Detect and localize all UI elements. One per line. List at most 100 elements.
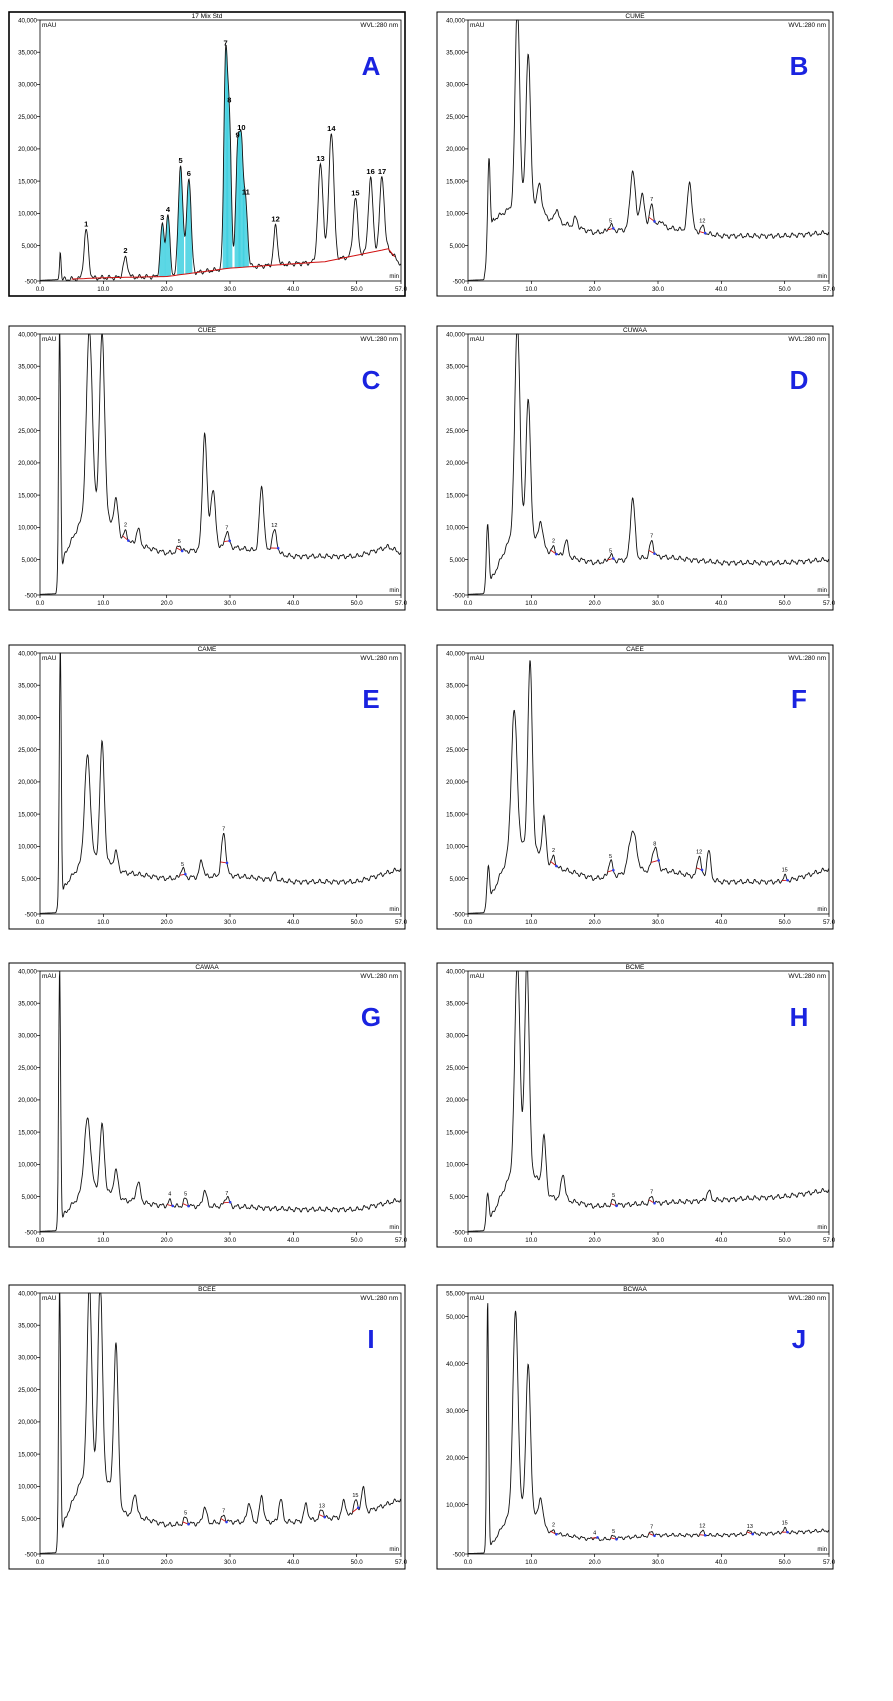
y-tick-label: 15,000	[446, 492, 465, 499]
x-tick-label: 40.0	[715, 1237, 728, 1244]
y-tick-label: 40,000	[446, 968, 465, 975]
peak-marker	[228, 1200, 232, 1204]
x-tick-label: 57.0	[395, 286, 408, 293]
y-tick-label: 15,000	[18, 178, 37, 185]
peak-marker	[171, 1204, 174, 1208]
peak-label: 7	[650, 533, 653, 539]
peak-label: 5	[609, 854, 612, 860]
x-tick-label: 57.0	[395, 600, 408, 607]
peak-area	[177, 165, 185, 276]
y-tick-label: 35,000	[446, 50, 465, 57]
y-tick-label: 30,000	[18, 396, 37, 403]
panel-letter: I	[367, 1324, 374, 1354]
y-tick-label: 40,000	[446, 17, 465, 24]
x-tick-label: 10.0	[525, 1237, 538, 1244]
x-tick-label: 20.0	[589, 919, 602, 926]
chart-title: 17 Mix Std	[192, 13, 223, 20]
x-tick-label: 30.0	[652, 1559, 665, 1566]
panel-letter: G	[361, 1002, 381, 1032]
chart-panel-d: CUWAA WVL:280 nm mAU min -500 5,000 10,000 15,0…	[436, 325, 836, 611]
x-tick-label: 40.0	[287, 600, 300, 607]
peak-label: 8	[227, 95, 231, 104]
y-tick-label: 40,000	[446, 650, 465, 657]
x-tick-label: 20.0	[161, 1237, 174, 1244]
x-tick-label: 50.0	[779, 1559, 792, 1566]
peak-label: 4	[166, 205, 171, 214]
x-tick-label: 50.0	[779, 919, 792, 926]
panel-letter: A	[362, 51, 381, 81]
x-tick-label: 20.0	[589, 1559, 602, 1566]
x-tick-label: 50.0	[779, 1237, 792, 1244]
chart-panel-h: BCME WVL:280 nm mAU min -500 5,000 10,000 15,00…	[436, 962, 836, 1248]
chart-panel-g: CAWAA WVL:280 nm mAU min -500 5,000 10,000 15,0…	[8, 962, 408, 1248]
y-axis-label: mAU	[42, 1295, 57, 1302]
y-tick-label: 10,000	[18, 844, 37, 851]
peak-label: 4	[593, 1531, 596, 1537]
y-tick-label: 5,000	[450, 1194, 466, 1201]
y-tick-label: 5,000	[450, 557, 466, 564]
x-tick-label: 40.0	[715, 600, 728, 607]
y-tick-label: 20,000	[446, 1097, 465, 1104]
peak-label: 9	[236, 130, 240, 139]
chromatogram-trace	[467, 333, 830, 595]
y-tick-label: 20,000	[18, 460, 37, 467]
x-tick-label: 20.0	[161, 1559, 174, 1566]
x-tick-label: 10.0	[97, 1237, 110, 1244]
chromatogram-trace	[467, 970, 830, 1232]
panel-frame	[436, 325, 834, 611]
x-tick-label: 57.0	[823, 1237, 836, 1244]
x-tick-label: 20.0	[589, 600, 602, 607]
peak-marker	[187, 1522, 190, 1526]
chart-panel-i: BCEE WVL:280 nm mAU min -500 5,000 10,000 15,00…	[8, 1284, 408, 1570]
x-tick-label: 20.0	[161, 600, 174, 607]
peak-label: 10	[237, 123, 245, 132]
x-tick-label: 0.0	[36, 919, 45, 926]
plot-area	[39, 333, 402, 596]
x-axis-label: min	[389, 907, 399, 913]
y-tick-label: 30,000	[18, 82, 37, 89]
x-tick-label: 57.0	[395, 1237, 408, 1244]
peak-marker	[555, 1533, 558, 1536]
chart-title: CAME	[198, 646, 217, 653]
peak-marker	[612, 868, 615, 872]
y-tick-label: 30,000	[446, 1033, 465, 1040]
x-tick-label: 10.0	[525, 919, 538, 926]
panel-letter: B	[790, 51, 809, 81]
peak-label: 5	[181, 862, 184, 868]
x-tick-label: 0.0	[36, 286, 45, 293]
x-tick-label: 40.0	[715, 919, 728, 926]
x-tick-label: 40.0	[287, 1559, 300, 1566]
peak-marker	[228, 539, 231, 543]
peak-label: 5	[609, 218, 612, 224]
peak-marker	[615, 1204, 618, 1208]
y-tick-label: -500	[25, 911, 38, 918]
chart-title: CUWAA	[623, 327, 648, 334]
y-tick-label: 15,000	[446, 1129, 465, 1136]
y-tick-label: 20,000	[18, 779, 37, 786]
chromatogram-trace	[39, 333, 402, 595]
y-tick-label: 50,000	[446, 1314, 465, 1321]
y-tick-label: 10,000	[446, 525, 465, 532]
x-axis-label: min	[389, 588, 399, 594]
y-tick-label: 5,000	[22, 1194, 38, 1201]
peak-marker	[180, 549, 184, 553]
peak-label: 15	[351, 188, 359, 197]
panel-letter: C	[362, 365, 381, 395]
peak-label: 7	[650, 1189, 653, 1195]
x-axis-label: min	[389, 1547, 399, 1553]
y-axis-label: mAU	[470, 655, 485, 662]
x-tick-label: 0.0	[464, 1559, 473, 1566]
peak-marker	[612, 227, 615, 230]
wavelength-label: WVL:280 nm	[360, 655, 398, 662]
x-tick-label: 20.0	[161, 919, 174, 926]
x-tick-label: 0.0	[36, 600, 45, 607]
x-tick-label: 50.0	[351, 919, 364, 926]
panel-frame	[436, 11, 834, 297]
peak-label: 5	[184, 1191, 187, 1197]
y-tick-label: 10,000	[446, 1502, 465, 1509]
peak-marker	[786, 1530, 789, 1534]
x-tick-label: 30.0	[224, 600, 237, 607]
peak-label: 7	[222, 1508, 225, 1514]
y-tick-label: 5,000	[22, 557, 38, 564]
peak-label: 12	[271, 523, 277, 529]
